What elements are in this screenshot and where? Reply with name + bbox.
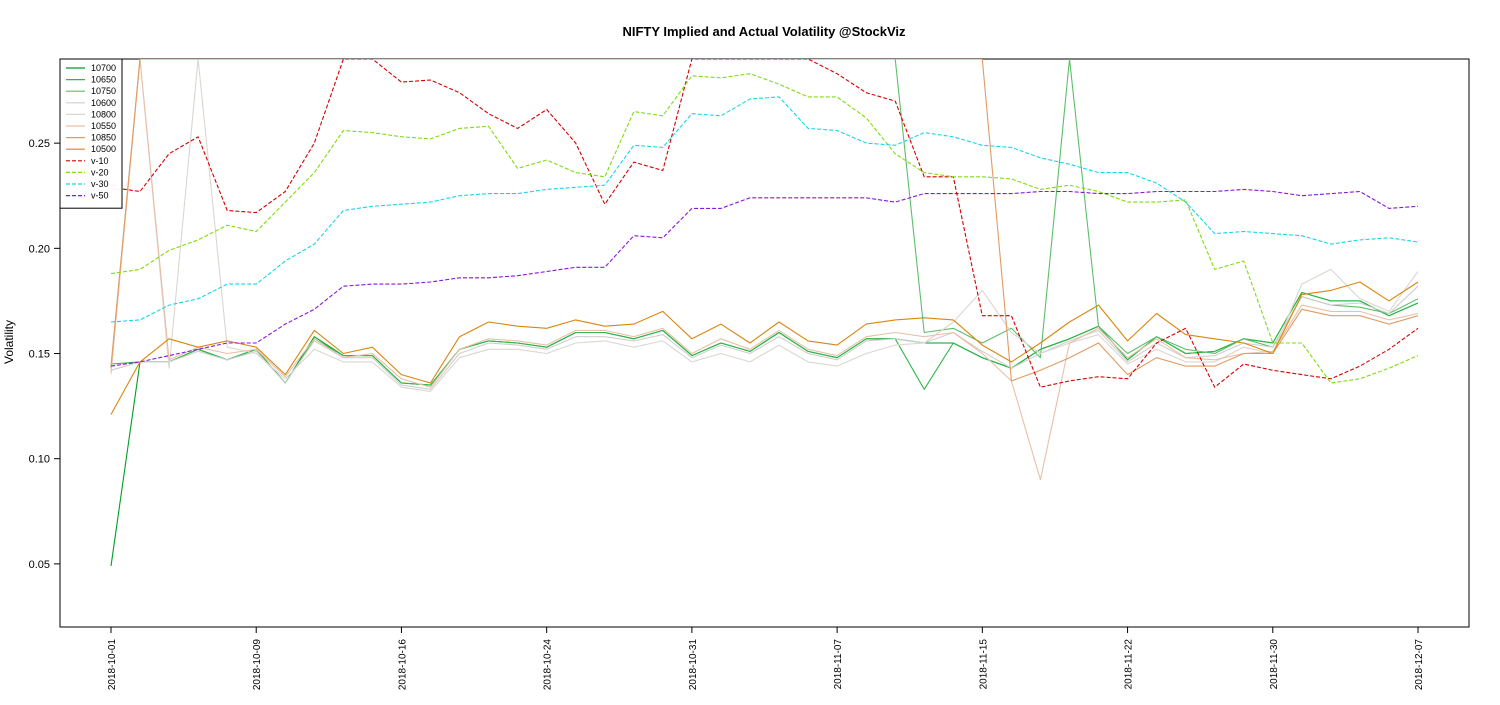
x-tick-label: 2018-12-07	[1414, 639, 1425, 691]
series-line-10500	[110, 281, 1419, 415]
series-line-10550	[110, 59, 1419, 481]
legend-label: 10550	[91, 121, 116, 131]
series-line-v-20	[110, 73, 1419, 384]
x-tick-label: 2018-10-01	[107, 639, 118, 691]
y-tick-label: 0.15	[29, 349, 50, 361]
x-tick-label: 2018-10-16	[397, 639, 408, 691]
series-line-v-10	[110, 59, 1419, 388]
legend-label: 10850	[91, 133, 116, 143]
series-line-v-30	[110, 96, 1419, 323]
legend-label: 10800	[91, 109, 116, 119]
x-tick-label: 2018-11-22	[1124, 639, 1135, 690]
legend-label: v-50	[91, 191, 109, 201]
series-layer	[110, 59, 1419, 567]
x-tick-label: 2018-11-07	[833, 639, 844, 690]
series-line-10850	[110, 59, 1419, 382]
x-tick-label: 2018-11-15	[978, 639, 989, 690]
legend-label: 10500	[91, 144, 116, 154]
chart-title: NIFTY Implied and Actual Volatility @Sto…	[622, 24, 906, 39]
y-tick-label: 0.05	[29, 559, 50, 571]
series-line-10800	[110, 59, 1419, 392]
legend-box	[59, 58, 123, 209]
series-line-10600	[110, 285, 1419, 390]
legend-label: v-10	[91, 156, 109, 166]
x-tick-label: 2018-10-24	[543, 639, 554, 691]
x-tick-label: 2018-10-31	[688, 639, 699, 691]
series-line-v-50	[110, 188, 1419, 367]
legend-label: 10600	[91, 98, 116, 108]
legend-label: v-20	[91, 167, 109, 177]
series-line-10650	[110, 291, 1419, 390]
y-axis-label: Volatility	[2, 320, 16, 364]
legend-label: v-30	[91, 179, 109, 189]
legend-label: 10700	[91, 63, 116, 73]
y-axis: 0.05 0.10 0.15 0.20 0.25	[29, 138, 60, 571]
legend-label: 10750	[91, 86, 116, 96]
y-tick-label: 0.20	[29, 243, 50, 255]
y-tick-label: 0.10	[29, 454, 50, 466]
series-line-10750	[110, 59, 1419, 369]
x-axis: 2018-10-01 2018-10-09 2018-10-16 2018-10-24…	[107, 627, 1425, 690]
x-tick-label: 2018-10-09	[252, 639, 263, 691]
series-line-10700	[110, 291, 1419, 567]
legend-label: 10650	[91, 75, 116, 85]
x-tick-label: 2018-11-30	[1269, 639, 1280, 690]
y-tick-label: 0.25	[29, 138, 50, 150]
